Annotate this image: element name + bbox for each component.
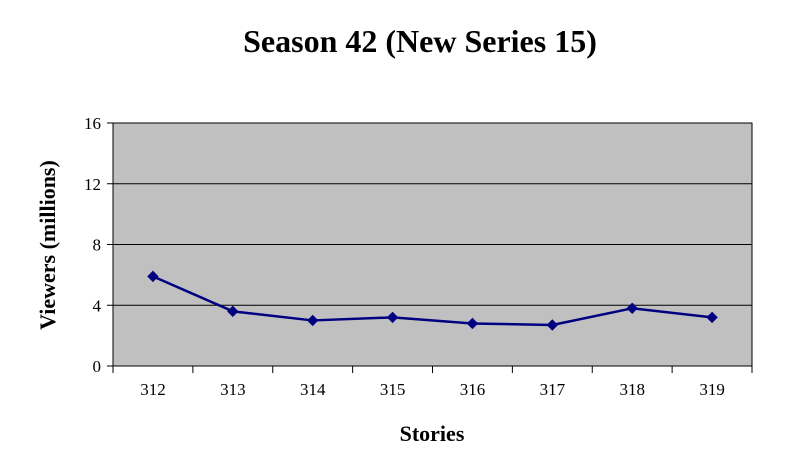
x-tick-label: 312 <box>140 380 166 399</box>
y-tick-labels: 0 4 8 12 16 <box>84 114 102 376</box>
data-point <box>227 305 239 318</box>
data-point <box>626 302 638 314</box>
data-point <box>306 314 319 327</box>
x-tick-label: 315 <box>380 380 406 399</box>
x-tick-label: 314 <box>300 380 326 399</box>
y-tick-label: 16 <box>84 114 101 133</box>
y-axis-label: Viewers (millions) <box>35 160 60 330</box>
x-tick-label: 317 <box>540 380 566 399</box>
data-point <box>466 317 479 330</box>
data-point <box>546 319 559 331</box>
x-tick-label: 319 <box>699 380 725 399</box>
x-tick-label: 313 <box>220 380 246 399</box>
x-axis-label: Stories <box>400 421 465 446</box>
x-tick-labels: 312 313 314 315 316 317 318 319 <box>140 380 725 399</box>
x-tick-label: 316 <box>460 380 486 399</box>
series <box>147 270 718 331</box>
data-point <box>706 311 718 324</box>
y-tick-label: 8 <box>93 236 102 255</box>
chart-title: Season 42 (New Series 15) <box>243 23 597 59</box>
y-tick-label: 4 <box>93 296 102 315</box>
y-tick-label: 0 <box>93 357 102 376</box>
axes <box>112 122 753 373</box>
x-tick-label: 318 <box>619 380 645 399</box>
series-line <box>152 275 713 327</box>
data-point <box>386 311 399 324</box>
data-point <box>147 270 159 283</box>
y-tick-label: 12 <box>84 175 101 194</box>
